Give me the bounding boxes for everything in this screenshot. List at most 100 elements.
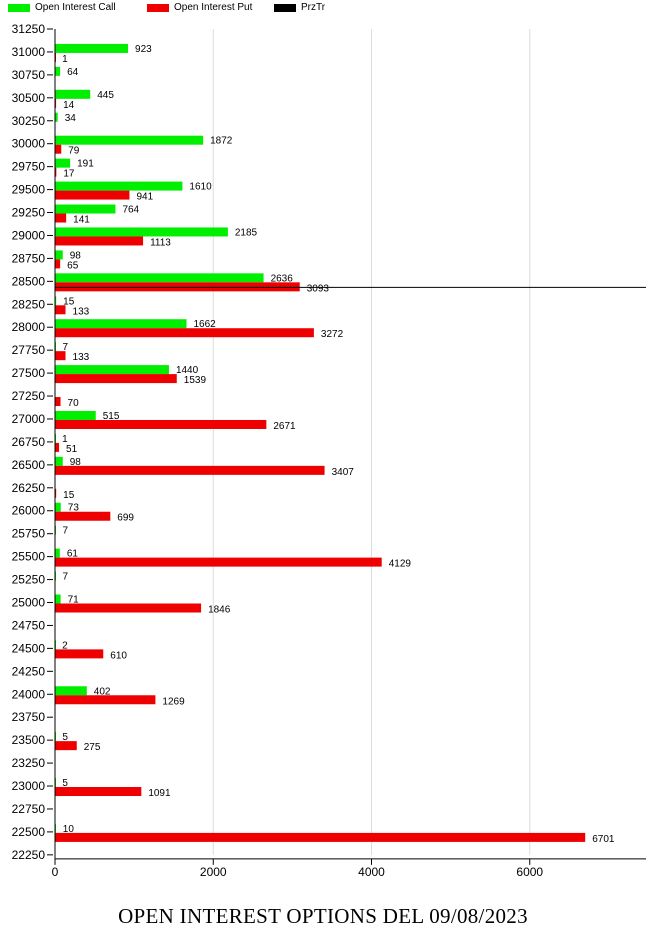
put-value-label: 1113 [150,237,171,248]
call-value-label: 1662 [194,319,217,330]
legend-label-prztr: PrzTr [301,2,326,13]
y-tick-label: 26500 [12,458,46,472]
y-tick-label: 27250 [12,389,46,403]
call-value-label: 1440 [176,365,199,376]
put-value-label: 1539 [184,375,207,386]
put-value-label: 2671 [273,421,296,432]
y-tick-label: 26750 [12,435,46,449]
put-value-label: 1846 [208,605,231,616]
call-bar [55,502,61,512]
put-bar [55,419,267,429]
legend-label-put: Open Interest Put [174,2,253,13]
put-value-label: 941 [136,192,153,203]
call-value-label: 64 [67,67,79,78]
y-tick-label: 23500 [12,733,46,747]
call-value-label: 5 [62,732,68,743]
put-value-label: 1 [62,54,68,65]
call-value-label: 61 [67,549,79,560]
y-tick-label: 23000 [12,779,46,793]
y-tick-label: 24000 [12,687,46,701]
call-value-label: 764 [122,205,139,216]
put-value-label: 70 [68,398,80,409]
put-bar [55,832,586,842]
put-bar [55,374,177,384]
put-bar [55,167,57,177]
put-bar [55,236,144,246]
put-bar [55,488,57,498]
y-tick-label: 26250 [12,481,46,495]
y-tick-label: 30250 [12,114,46,128]
bar-chart: 31250 31000 30750 30500 30250 30000 29750 29500… [12,22,646,879]
call-bar [55,686,87,696]
call-value-label: 2636 [271,273,294,284]
x-tick-label: 2000 [200,865,227,879]
y-tick-label: 30500 [12,91,46,105]
put-bar [55,305,66,315]
call-bar [55,319,187,329]
call-value-label: 7 [63,342,69,353]
y-tick-label: 23750 [12,710,46,724]
call-value-label: 1872 [210,136,233,147]
put-value-label: 699 [117,513,134,524]
y-tick-label: 28000 [12,320,46,334]
put-bar [55,190,130,200]
call-value-label: 1 [62,434,68,445]
put-value-label: 17 [63,169,75,180]
y-tick-label: 25750 [12,527,46,541]
call-value-label: 445 [97,90,114,101]
call-value-label: 923 [135,44,152,55]
y-tick-label: 29000 [12,228,46,242]
call-bar [55,410,96,420]
put-value-label: 610 [110,650,127,661]
call-bar [55,158,71,168]
call-bar [55,365,169,375]
put-value-label: 133 [73,306,90,317]
put-bar [55,741,77,751]
call-value-label: 2185 [235,227,258,238]
call-bar [55,89,91,99]
put-bar [55,787,142,797]
put-bar [55,465,325,475]
call-value-label: 515 [103,411,120,422]
legend-label-call: Open Interest Call [35,2,116,13]
put-value-label: 3093 [307,283,330,294]
put-bar [55,511,111,521]
put-value-label: 3407 [332,467,355,478]
y-tick-label: 29750 [12,160,46,174]
call-bar [55,548,60,558]
y-tick-label: 27000 [12,412,46,426]
y-tick-label: 28750 [12,251,46,265]
call-bar [55,250,63,260]
y-tick-label: 31000 [12,45,46,59]
y-tick-label: 30750 [12,68,46,82]
call-value-label: 71 [68,595,80,606]
call-bar [55,204,116,214]
y-tick-label: 22500 [12,825,46,839]
x-tick-label: 4000 [358,865,385,879]
put-bar [55,649,104,659]
put-value-label: 1269 [162,696,185,707]
call-value-label: 10 [63,824,75,835]
call-value-label: 15 [63,296,75,307]
put-value-label: 3272 [321,329,344,340]
call-value-label: 1610 [189,182,212,193]
y-tick-label: 24500 [12,641,46,655]
put-bar [55,213,67,223]
y-tick-label: 30000 [12,137,46,151]
put-value-label: 275 [84,742,101,753]
y-tick-label: 24250 [12,664,46,678]
legend-swatch-prztr [274,4,296,12]
chart-title: OPEN INTEREST OPTIONS DEL 09/08/2023 [118,904,528,928]
y-tick-label: 25250 [12,573,46,587]
call-value-label: 402 [94,686,111,697]
call-value-label: 98 [70,457,82,468]
put-value-label: 1091 [148,788,171,799]
call-bar [55,135,204,145]
call-value-label: 73 [68,503,80,514]
put-value-label: 14 [63,100,75,111]
call-bar [55,456,63,466]
put-bar [55,351,66,361]
put-value-label: 6701 [592,834,615,845]
put-bar [55,397,61,407]
y-tick-label: 25500 [12,550,46,564]
